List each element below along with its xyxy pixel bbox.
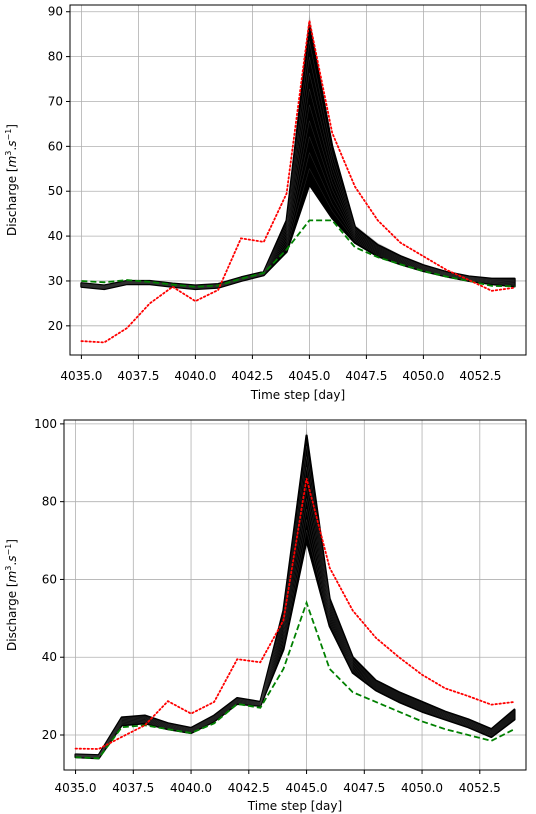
x-tick-label: 4047.5	[343, 781, 385, 795]
series-line-green-dashed	[75, 600, 515, 760]
x-axis-label: Time step [day]	[247, 799, 342, 813]
series-line-green-dashed	[81, 219, 515, 288]
series-line-red-dotted	[74, 478, 516, 750]
ensemble-member-line	[75, 530, 515, 759]
ensemble-member-line	[81, 135, 515, 289]
ensemble-member-line	[81, 119, 515, 288]
y-tick-label: 60	[48, 139, 63, 153]
x-tick-label: 4052.5	[459, 369, 501, 383]
x-tick-label: 4052.5	[459, 781, 501, 795]
chart-bottom: 4035.0 4037.5 4040.0 4042.5 4045.0 4047.5 4050…	[4, 417, 527, 813]
ensemble-member-line	[75, 446, 515, 756]
x-tick-label: 4045.0	[288, 369, 330, 383]
y-tick-label: 60	[42, 572, 57, 586]
x-tick-label: 4035.0	[60, 369, 102, 383]
y-tick-label: 40	[48, 229, 63, 243]
y-tick-label: 20	[42, 728, 57, 742]
y-tick-label: 50	[48, 184, 63, 198]
series-line-red-dotted	[80, 20, 516, 344]
series-layer	[74, 427, 516, 760]
x-tick-label: 4050.0	[401, 781, 443, 795]
x-axis-label: Time step [day]	[250, 388, 345, 402]
x-tick-label: 4042.5	[228, 781, 270, 795]
ensemble-member-line	[81, 152, 515, 289]
y-tick-label: 70	[48, 94, 63, 108]
x-tick-label: 4045.0	[286, 781, 328, 795]
axes-frame	[69, 4, 527, 356]
y-tick-label: 90	[48, 5, 63, 19]
axes-frame	[63, 419, 527, 771]
y-tick-label: 80	[42, 495, 57, 509]
x-tick-label: 4042.5	[231, 369, 273, 383]
y-tick-label: 30	[48, 274, 63, 288]
x-tick-label: 4037.5	[117, 369, 159, 383]
x-tick-label: 4040.0	[174, 369, 216, 383]
ensemble-member-line	[81, 168, 515, 289]
y-tick-label: 80	[48, 50, 63, 64]
series-layer	[80, 13, 516, 344]
y-tick-label: 40	[42, 650, 57, 664]
ensemble-member-line	[75, 456, 515, 757]
x-tick-label: 4050.0	[402, 369, 444, 383]
x-tick-label: 4035.0	[55, 781, 97, 795]
x-tick-label: 4037.5	[112, 781, 154, 795]
y-tick-label: 20	[48, 319, 63, 333]
y-axis-label: Discharge [m3.s−1]	[4, 539, 19, 651]
x-tick-label: 4040.0	[170, 781, 212, 795]
y-axis-label: Discharge [m3.s−1]	[4, 124, 19, 236]
chart-top: 4035.0 4037.5 4040.0 4042.5 4045.0 4047.5 4050…	[4, 4, 527, 402]
ensemble-member-line	[75, 519, 515, 758]
y-tick-label: 100	[34, 417, 57, 431]
x-tick-label: 4047.5	[345, 369, 387, 383]
